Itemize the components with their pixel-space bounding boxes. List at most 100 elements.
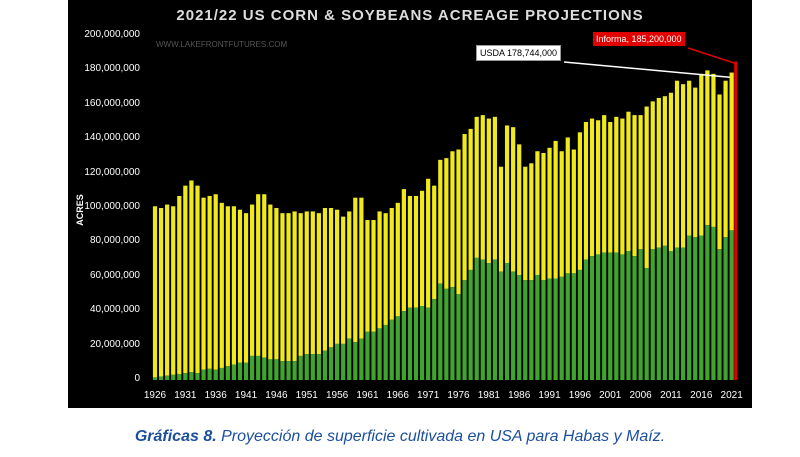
soybean-bar <box>699 235 704 380</box>
soybean-bar <box>474 257 479 380</box>
soybean-bar <box>444 288 449 380</box>
corn-bar <box>365 220 370 332</box>
corn-bar <box>286 213 291 362</box>
soybean-bar <box>644 268 649 380</box>
corn-bar <box>511 127 516 272</box>
soybean-bar <box>504 263 510 380</box>
soybean-bar <box>620 254 625 380</box>
soybean-bar <box>559 276 564 380</box>
corn-bar <box>177 195 182 374</box>
corn-bar <box>328 208 334 348</box>
watermark: WWW.LAKEFRONTFUTURES.COM <box>156 40 288 49</box>
soybean-bar <box>656 247 661 380</box>
x-tick-label: 1981 <box>477 390 500 401</box>
soybean-bar <box>359 338 364 380</box>
corn-bar <box>152 206 158 378</box>
corn-bar <box>250 204 255 356</box>
y-tick-label: 100,000,000 <box>84 201 140 212</box>
soybean-bar <box>596 254 601 380</box>
soybean-bar <box>638 249 643 380</box>
soybean-bar <box>723 237 728 380</box>
soybean-bar <box>256 355 261 380</box>
x-tick-label: 1936 <box>204 390 227 401</box>
corn-bar <box>614 116 619 253</box>
corn-bar <box>541 152 546 281</box>
corn-bar <box>711 73 716 227</box>
corn-bar <box>444 158 449 289</box>
corn-bar <box>225 206 230 367</box>
corn-bar <box>407 195 413 308</box>
soybean-bar <box>207 368 212 380</box>
corn-bar <box>699 73 704 236</box>
corn-bar <box>559 151 564 277</box>
soybean-bar <box>165 375 170 380</box>
corn-bar <box>316 213 321 355</box>
corn-bar <box>322 208 328 351</box>
corn-bar <box>207 195 212 369</box>
corn-bar <box>274 208 279 360</box>
soybean-bar <box>480 259 485 380</box>
corn-bar <box>310 211 315 355</box>
soybean-bar <box>486 263 491 380</box>
x-tick-label: 1971 <box>417 390 440 401</box>
soybean-bar <box>468 269 473 380</box>
soybean-bar <box>292 361 297 380</box>
soybean-bar <box>541 280 546 380</box>
corn-bar <box>450 151 455 288</box>
corn-bar <box>371 220 376 332</box>
soybean-bar <box>668 251 674 380</box>
soybean-bar <box>419 306 425 380</box>
corn-bar <box>723 80 728 238</box>
corn-bar <box>529 163 534 281</box>
informa-annotation: Informa, 185,200,000 <box>593 32 685 46</box>
soybean-bar <box>529 280 534 380</box>
corn-bar <box>535 151 540 276</box>
soybean-bar <box>602 252 607 380</box>
soybean-bar <box>650 249 655 380</box>
corn-bar <box>304 211 309 355</box>
corn-bar <box>183 185 188 374</box>
x-tick-label: 1996 <box>568 390 592 401</box>
soybean-bar <box>632 256 637 380</box>
corn-bar <box>231 206 237 365</box>
corn-bar <box>674 80 680 248</box>
soybean-bar <box>432 299 437 380</box>
corn-bar <box>523 166 528 281</box>
corn-bar <box>596 120 601 255</box>
corn-bar <box>687 80 692 236</box>
soybean-bar <box>456 294 461 380</box>
corn-bar <box>656 97 661 248</box>
soybean-bar <box>498 271 504 380</box>
corn-bar <box>620 118 625 255</box>
corn-bar <box>262 194 267 358</box>
plot <box>152 47 738 381</box>
figure-caption: Gráficas 8. Proyección de superficie cul… <box>0 428 800 446</box>
corn-bar <box>413 195 419 308</box>
corn-bar <box>377 211 382 329</box>
soybean-bar <box>389 319 394 380</box>
x-tick-label: 1966 <box>386 390 409 401</box>
corn-bar <box>583 122 589 260</box>
y-tick-label: 0 <box>134 373 140 384</box>
corn-bar <box>650 101 655 250</box>
corn-bar <box>553 140 558 279</box>
x-tick-label: 1956 <box>325 390 349 401</box>
soybean-bar <box>401 311 406 380</box>
soybean-bar <box>407 307 413 380</box>
soybean-bar <box>377 328 382 380</box>
soybean-bar <box>523 280 528 380</box>
soybean-bar <box>571 273 576 380</box>
soybean-bar <box>462 280 467 380</box>
corn-bar <box>565 137 570 274</box>
soybean-bar <box>250 355 255 380</box>
soybean-bar <box>310 354 315 380</box>
y-tick-label: 200,000,000 <box>84 29 140 40</box>
corn-bar <box>243 213 249 363</box>
corn-bar <box>662 96 667 246</box>
y-tick-label: 40,000,000 <box>89 304 140 316</box>
soybean-bar <box>674 247 680 380</box>
corn-bar <box>359 197 364 339</box>
corn-bar <box>729 72 734 231</box>
soybean-bar <box>347 338 352 380</box>
x-tick-label: 1926 <box>143 390 167 401</box>
